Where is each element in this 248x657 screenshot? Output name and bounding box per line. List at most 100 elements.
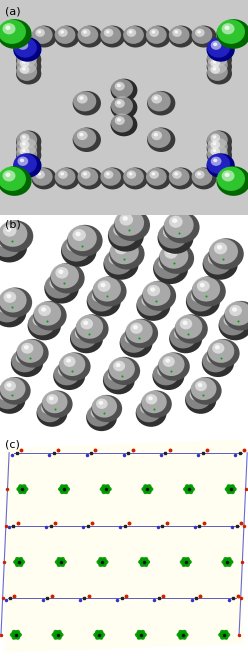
- Circle shape: [229, 305, 242, 316]
- Circle shape: [226, 317, 231, 321]
- Ellipse shape: [61, 485, 68, 493]
- Circle shape: [147, 285, 160, 296]
- Circle shape: [16, 49, 37, 67]
- Circle shape: [123, 26, 144, 44]
- Circle shape: [20, 141, 30, 148]
- Circle shape: [143, 405, 148, 409]
- Circle shape: [120, 329, 147, 353]
- Circle shape: [4, 380, 16, 391]
- Circle shape: [16, 339, 49, 368]
- Circle shape: [159, 243, 188, 269]
- Circle shape: [163, 356, 175, 367]
- Circle shape: [109, 253, 122, 265]
- Circle shape: [53, 362, 85, 390]
- Circle shape: [73, 91, 101, 116]
- Circle shape: [203, 249, 232, 275]
- Circle shape: [157, 222, 193, 254]
- Circle shape: [14, 154, 37, 173]
- Circle shape: [211, 256, 216, 260]
- Ellipse shape: [137, 631, 144, 639]
- Circle shape: [160, 368, 165, 372]
- Circle shape: [86, 404, 117, 431]
- Ellipse shape: [96, 631, 103, 639]
- Circle shape: [108, 219, 144, 252]
- Ellipse shape: [61, 485, 68, 493]
- Circle shape: [200, 283, 205, 287]
- Circle shape: [55, 26, 75, 44]
- Circle shape: [61, 235, 97, 267]
- Circle shape: [116, 363, 121, 367]
- Circle shape: [104, 249, 133, 275]
- Circle shape: [6, 294, 11, 298]
- Circle shape: [170, 325, 197, 348]
- Circle shape: [20, 66, 30, 74]
- Ellipse shape: [225, 487, 236, 491]
- Circle shape: [185, 386, 216, 414]
- Circle shape: [20, 147, 30, 156]
- Circle shape: [91, 407, 102, 418]
- Circle shape: [120, 328, 153, 357]
- Circle shape: [157, 365, 169, 376]
- Ellipse shape: [19, 485, 26, 493]
- Circle shape: [106, 172, 110, 175]
- Circle shape: [217, 20, 245, 44]
- Circle shape: [154, 133, 158, 137]
- Circle shape: [55, 168, 75, 186]
- Circle shape: [11, 348, 43, 377]
- Circle shape: [2, 170, 16, 181]
- Circle shape: [207, 154, 230, 173]
- Circle shape: [136, 399, 167, 427]
- Circle shape: [58, 365, 70, 376]
- Ellipse shape: [96, 631, 103, 639]
- Circle shape: [211, 141, 220, 148]
- Circle shape: [169, 324, 202, 353]
- Circle shape: [16, 145, 41, 166]
- Circle shape: [18, 355, 23, 359]
- Circle shape: [124, 332, 137, 344]
- Circle shape: [202, 349, 229, 373]
- Circle shape: [44, 405, 48, 409]
- Circle shape: [2, 23, 16, 34]
- Circle shape: [123, 26, 148, 47]
- Circle shape: [0, 167, 26, 191]
- Circle shape: [28, 311, 61, 340]
- Circle shape: [36, 399, 67, 427]
- Circle shape: [168, 168, 194, 189]
- Circle shape: [16, 131, 37, 149]
- Circle shape: [207, 63, 228, 81]
- Circle shape: [111, 79, 133, 98]
- Circle shape: [37, 30, 41, 34]
- Circle shape: [159, 242, 194, 274]
- Circle shape: [165, 359, 170, 363]
- Circle shape: [78, 168, 98, 186]
- Circle shape: [207, 153, 235, 178]
- Circle shape: [207, 352, 219, 363]
- Circle shape: [20, 158, 24, 162]
- Circle shape: [213, 43, 217, 46]
- Circle shape: [146, 394, 157, 405]
- Ellipse shape: [144, 485, 151, 493]
- Circle shape: [151, 94, 162, 104]
- Circle shape: [136, 400, 161, 422]
- Circle shape: [169, 168, 189, 186]
- Circle shape: [186, 286, 214, 311]
- Circle shape: [111, 96, 133, 115]
- Circle shape: [207, 62, 232, 85]
- Circle shape: [0, 221, 27, 247]
- Circle shape: [75, 232, 81, 237]
- Circle shape: [133, 325, 138, 329]
- Circle shape: [16, 49, 41, 71]
- Circle shape: [136, 290, 170, 321]
- Circle shape: [129, 30, 132, 34]
- Circle shape: [67, 225, 103, 256]
- Circle shape: [110, 373, 115, 376]
- Circle shape: [168, 26, 194, 47]
- Circle shape: [6, 227, 11, 232]
- Circle shape: [16, 352, 28, 363]
- Circle shape: [153, 253, 188, 284]
- Circle shape: [100, 168, 125, 189]
- Circle shape: [0, 304, 6, 308]
- Ellipse shape: [99, 558, 106, 566]
- Circle shape: [211, 147, 220, 156]
- Circle shape: [208, 253, 221, 265]
